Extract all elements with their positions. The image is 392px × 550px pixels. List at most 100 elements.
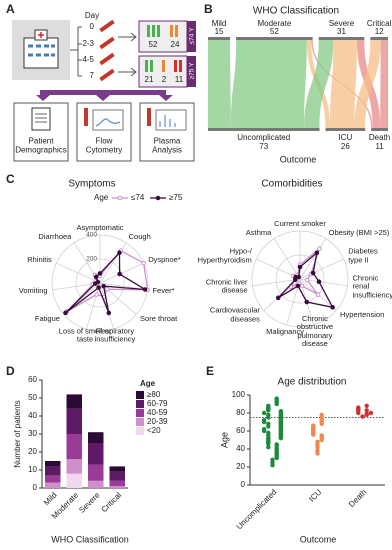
y-tick-label: 10 [28, 465, 37, 474]
legend-swatch [136, 409, 144, 417]
day: 2-3 [82, 39, 94, 48]
axis-label: Diabetes type II [348, 246, 378, 265]
flow [330, 40, 357, 128]
radar-point [95, 279, 101, 285]
axis-label: Cardiovascular diseases [209, 305, 260, 324]
source-value: 52 [270, 27, 279, 36]
document-icon [35, 113, 47, 123]
target-label: Uncomplicated [237, 133, 290, 142]
axis-label: Chronic renal insufficiency [352, 273, 392, 300]
x-axis-title: Outcome [300, 534, 337, 544]
data-point [319, 433, 324, 438]
axis-label: Rhinitis [27, 254, 52, 264]
syringes [99, 19, 115, 82]
source-value: 15 [215, 27, 224, 36]
flow [304, 40, 334, 128]
data-point [261, 410, 267, 416]
data-point [315, 439, 320, 444]
radar-point [142, 287, 148, 292]
data-point [266, 445, 271, 450]
y-tick-label: 100 [232, 390, 246, 399]
spoke [299, 258, 344, 280]
y-tick-label: 80 [236, 408, 245, 417]
analysis-label: Flow Cytometry [85, 136, 123, 154]
target-node [208, 128, 320, 131]
legend-label: ≥75 [169, 193, 183, 202]
legend-swatch [136, 427, 144, 435]
legend-label: ≤74 [131, 193, 145, 202]
day-label: Day [85, 11, 99, 20]
spoke [299, 238, 327, 280]
x-tick-label: Uncomplicated [235, 488, 279, 532]
axis-label: Obesity (BMI >25) [328, 227, 390, 237]
data-point [266, 412, 271, 417]
radar-point [315, 292, 321, 298]
plot-icon [155, 109, 187, 131]
data-point [266, 421, 271, 426]
legend-label: 60-79 [147, 399, 168, 408]
plot-icon [159, 115, 176, 127]
x-axis-title: WHO Classification [51, 534, 129, 544]
data-point [315, 448, 320, 453]
radar-point [101, 283, 106, 289]
bar-segment [66, 459, 82, 474]
legend-label: <20 [147, 426, 161, 435]
axis-label: Hypo-/ Hyperthyroidism [197, 246, 252, 265]
y-axis-title: Number of patients [13, 400, 22, 468]
analysis-label: Plasma Analysis [152, 136, 182, 154]
r-tick-label: 200 [86, 256, 97, 263]
axis-label: Dyspnoe* [148, 254, 181, 264]
age-label: ≤74 Y [189, 27, 196, 44]
age-bar [187, 21, 196, 52]
data-point [270, 457, 275, 462]
axis-label: Malignancy [266, 326, 305, 336]
data-point [261, 427, 267, 432]
distribution-arrow [36, 90, 173, 101]
flow [354, 40, 381, 128]
panel-letter: E [206, 364, 214, 378]
legend-swatch [136, 391, 144, 399]
radar-point [97, 271, 103, 276]
source-node [370, 37, 388, 40]
data-point [274, 442, 279, 447]
plot-icon [95, 118, 121, 127]
data-point [261, 418, 267, 423]
data-point [319, 412, 324, 417]
bar-segment [88, 480, 104, 488]
source-node [318, 37, 365, 40]
target-label: ICU [338, 133, 352, 142]
day: 7 [90, 71, 95, 80]
windows [28, 44, 55, 57]
radar-point [314, 250, 320, 256]
bar-segment [66, 408, 82, 434]
data-point [360, 414, 365, 419]
bar-segment [109, 480, 125, 487]
count: 52 [149, 40, 158, 49]
bar-segment [109, 471, 125, 481]
flow [230, 40, 307, 128]
spoke [56, 262, 101, 284]
bar-segment [88, 432, 104, 443]
spoke [99, 262, 144, 284]
bar-segment [88, 443, 104, 465]
legend-marker [155, 195, 161, 201]
y-tick-label: 50 [28, 393, 37, 402]
source-label: Moderate [257, 19, 291, 28]
spoke [86, 282, 101, 330]
source-label: Mild [212, 19, 227, 28]
axis-label: Chronic obstructive pulmonary disease [296, 313, 334, 349]
radar-point [304, 277, 310, 283]
arrow [118, 32, 137, 77]
radar-point [304, 299, 310, 305]
axis-label: Asymptomatic [76, 222, 124, 232]
radar-point [275, 295, 281, 301]
y-tick-label: 20 [236, 462, 245, 471]
y-tick-label: 0 [241, 480, 246, 489]
y-tick-label: 20 [28, 447, 37, 456]
data-point [266, 403, 271, 408]
radar-point [295, 283, 301, 289]
data-point [364, 403, 369, 408]
bracket [70, 26, 82, 77]
legend-title: Age [94, 193, 109, 202]
